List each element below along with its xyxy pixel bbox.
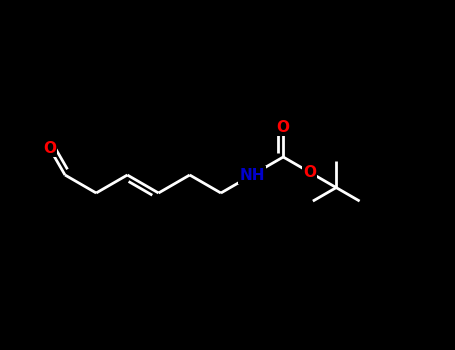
Text: NH: NH [239,168,265,182]
Text: O: O [277,120,290,135]
Text: O: O [303,165,316,180]
Text: O: O [43,141,56,156]
